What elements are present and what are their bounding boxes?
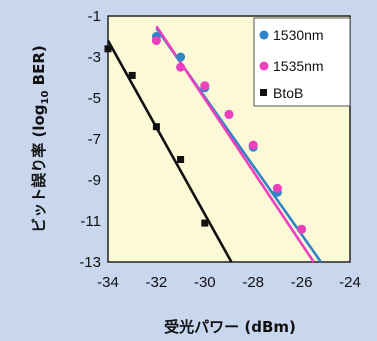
x-tick-labels: -34 -32 -30 -28 -26 -24: [97, 274, 361, 291]
y-tick-label: -13: [79, 254, 101, 271]
y-tick-label: -3: [88, 49, 101, 66]
data-point-1535nm: [224, 109, 234, 119]
legend-label-btob: BtoB: [273, 85, 303, 101]
data-point-1535nm: [200, 81, 210, 91]
data-point-btob: [152, 123, 160, 131]
data-point-1535nm: [297, 224, 307, 234]
data-point-1535nm: [272, 183, 282, 193]
x-tick-label: -24: [339, 274, 361, 291]
legend-label-1535nm: 1535nm: [273, 58, 324, 74]
data-point-1535nm: [248, 140, 258, 150]
data-point-btob: [128, 71, 136, 79]
legend-label-1530nm: 1530nm: [273, 27, 324, 43]
data-point-1535nm: [176, 62, 186, 72]
y-tick-labels: -1 -3 -5 -7 -9 -11 -13: [79, 8, 101, 271]
x-tick-label: -28: [242, 274, 264, 291]
x-tick-label: -30: [194, 274, 216, 291]
legend-marker-1530nm: [259, 30, 269, 40]
y-tick-label: -9: [88, 172, 101, 189]
x-tick-label: -26: [291, 274, 313, 291]
data-points: [104, 32, 307, 234]
x-tick-label: -34: [97, 274, 119, 291]
legend-box: [253, 17, 351, 107]
y-tick-label: -5: [88, 90, 101, 107]
x-axis-label: 受光パワー (dBm): [164, 318, 296, 336]
legend-marker-btob: [260, 89, 267, 96]
legend-marker-1535nm: [259, 61, 269, 71]
data-point-1530nm: [176, 52, 186, 62]
y-tick-label: -7: [88, 131, 101, 148]
y-tick-label: -1: [88, 8, 101, 25]
fit-line-btob: [106, 39, 233, 263]
data-point-1535nm: [151, 36, 161, 46]
y-axis-label-subscript: 10: [40, 91, 51, 105]
y-axis-label: ビット誤り率 (log10 BER): [30, 45, 51, 233]
data-point-btob: [104, 45, 112, 53]
x-tick-label: -32: [146, 274, 168, 291]
data-point-btob: [201, 219, 209, 227]
y-axis-label-tail: BER): [30, 45, 48, 90]
legend: 1530nm 1535nm BtoB: [253, 17, 351, 107]
y-axis-label-main: ビット誤り率 (log: [30, 104, 48, 232]
y-tick-label: -11: [80, 213, 101, 230]
data-point-btob: [177, 156, 185, 163]
